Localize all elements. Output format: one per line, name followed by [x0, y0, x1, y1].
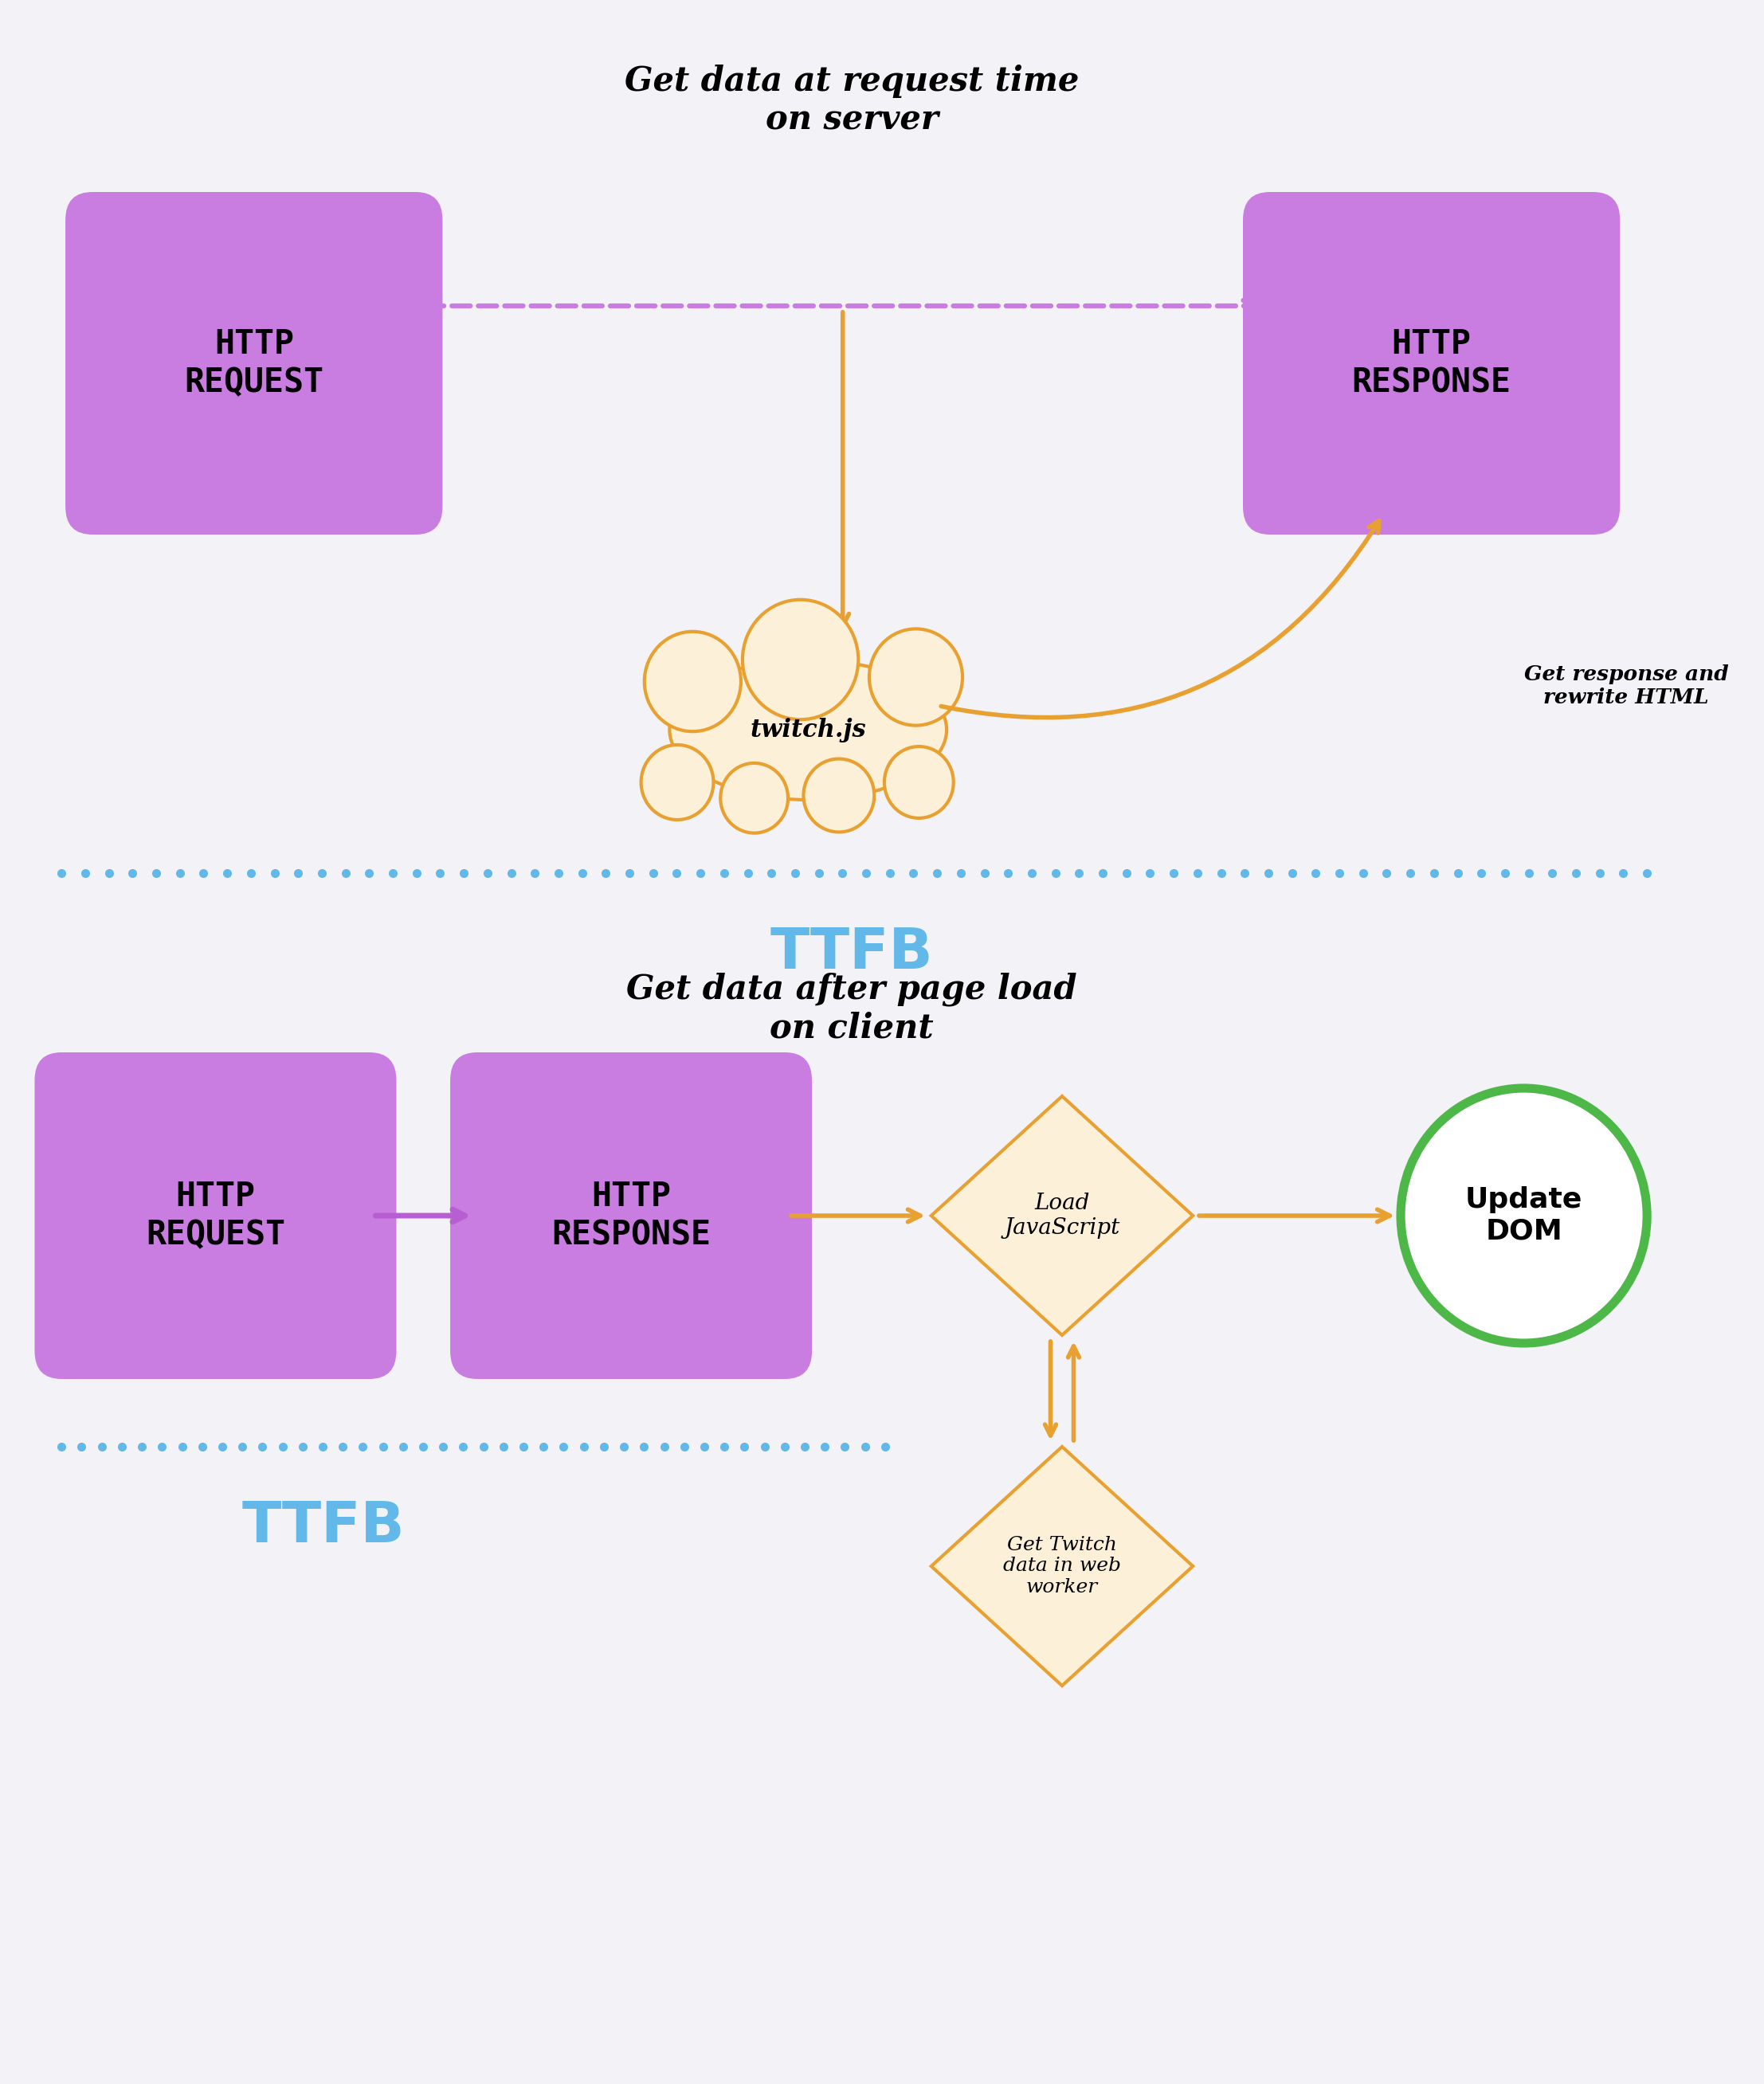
- Text: Get data at request time
on server: Get data at request time on server: [624, 65, 1080, 135]
- Text: TTFB: TTFB: [771, 925, 933, 979]
- Circle shape: [640, 744, 713, 819]
- FancyBboxPatch shape: [450, 1052, 811, 1380]
- Text: Get Twitch
data in web
worker: Get Twitch data in web worker: [1004, 1536, 1122, 1596]
- Text: Get response and
rewrite HTML: Get response and rewrite HTML: [1524, 665, 1729, 706]
- Ellipse shape: [670, 661, 947, 800]
- Text: HTTP
RESPONSE: HTTP RESPONSE: [552, 1180, 711, 1252]
- FancyBboxPatch shape: [35, 1052, 397, 1380]
- Text: TTFB: TTFB: [242, 1498, 404, 1555]
- Circle shape: [1401, 1088, 1648, 1342]
- Circle shape: [644, 631, 741, 731]
- Text: HTTP
RESPONSE: HTTP RESPONSE: [1351, 327, 1512, 400]
- Text: HTTP
REQUEST: HTTP REQUEST: [146, 1180, 286, 1252]
- FancyBboxPatch shape: [1244, 192, 1619, 534]
- Circle shape: [884, 746, 954, 819]
- Circle shape: [720, 763, 789, 834]
- Text: Get data after page load
on client: Get data after page load on client: [626, 973, 1078, 1044]
- Text: twitch.js: twitch.js: [750, 717, 866, 742]
- Text: Load
JavaScript: Load JavaScript: [1004, 1192, 1120, 1238]
- FancyBboxPatch shape: [65, 192, 443, 534]
- Circle shape: [743, 600, 859, 719]
- Text: HTTP
REQUEST: HTTP REQUEST: [183, 327, 323, 400]
- Text: Update
DOM: Update DOM: [1466, 1186, 1582, 1244]
- Circle shape: [870, 629, 963, 725]
- Polygon shape: [931, 1096, 1192, 1336]
- Circle shape: [803, 759, 875, 832]
- Polygon shape: [931, 1446, 1192, 1686]
